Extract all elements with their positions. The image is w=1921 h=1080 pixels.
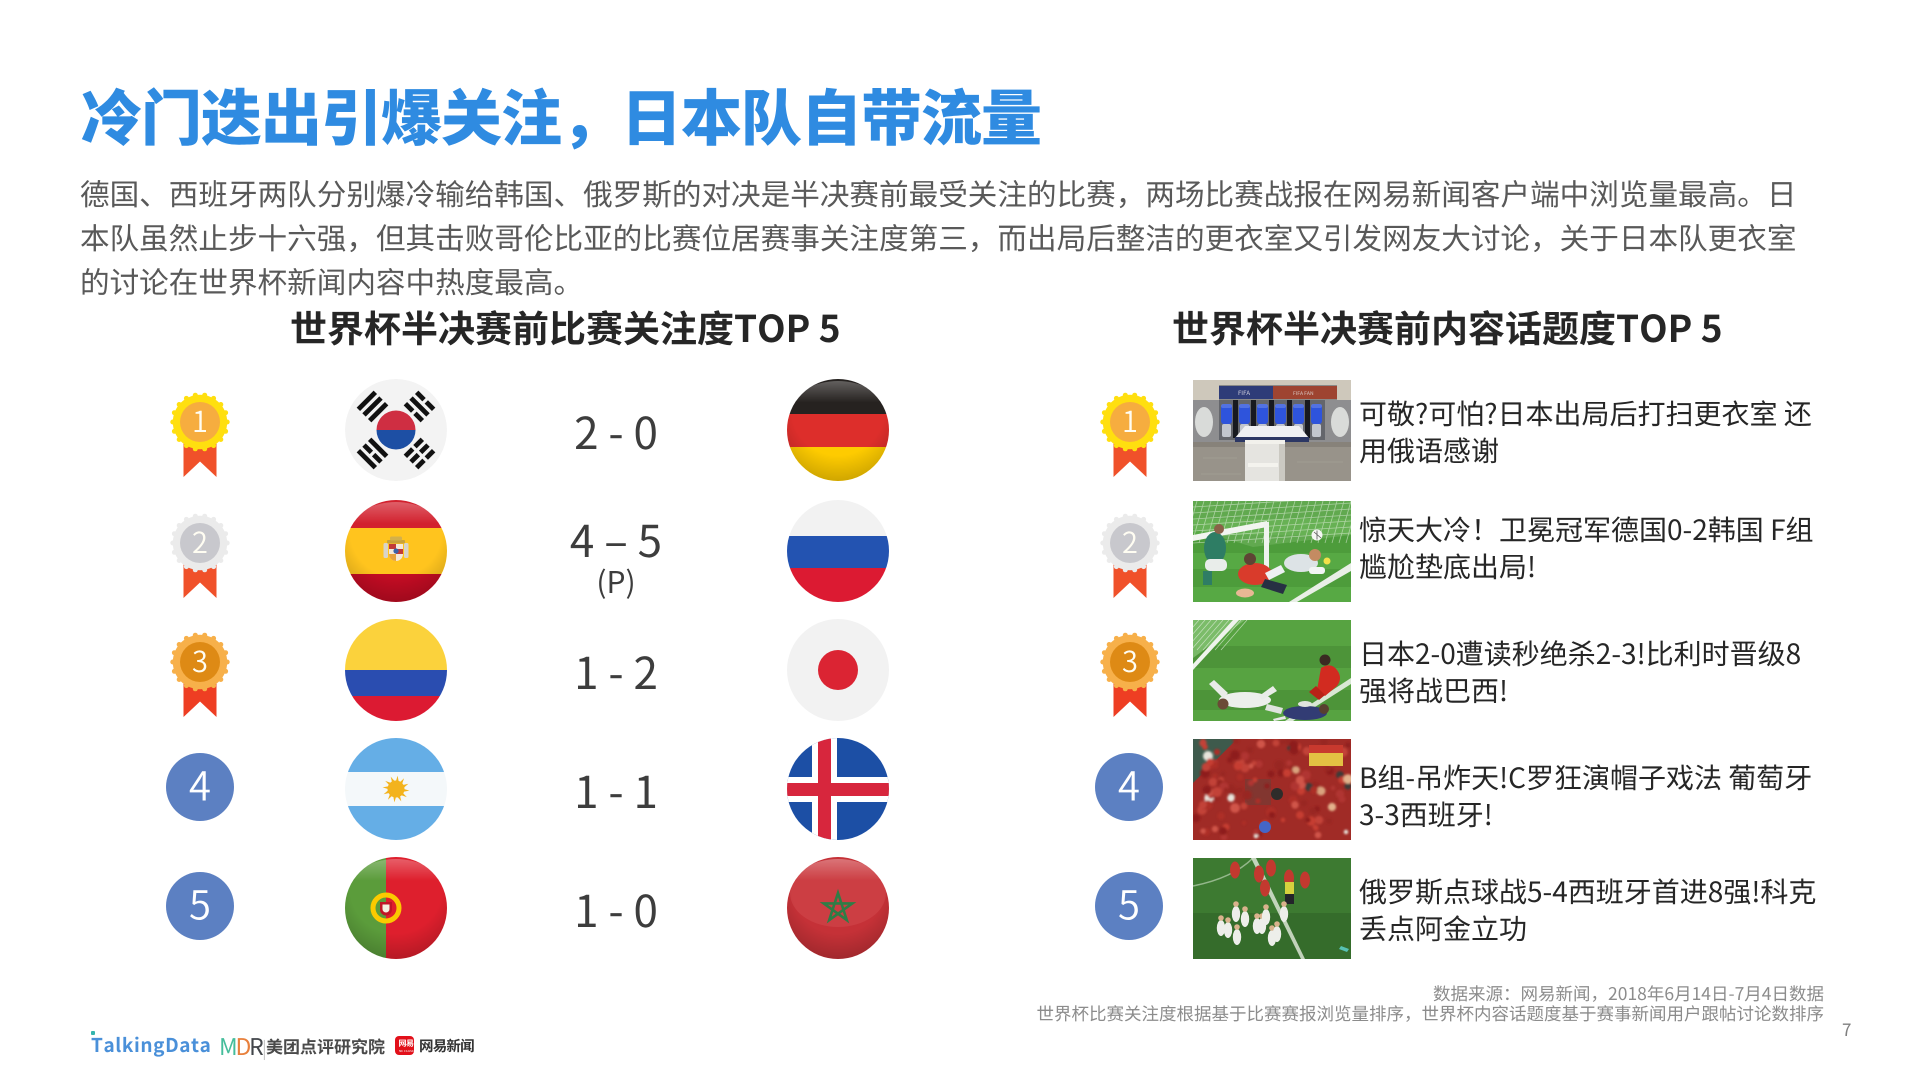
svg-text:FIFA FAN: FIFA FAN [1293, 390, 1314, 397]
svg-text:2: 2 [192, 520, 208, 562]
svg-text:1: 1 [192, 399, 208, 441]
svg-text:1: 1 [1122, 399, 1138, 441]
svg-text:3: 3 [1122, 639, 1138, 681]
svg-text:FIFA: FIFA [1238, 388, 1250, 397]
svg-text:5: 5 [1118, 874, 1140, 932]
svg-text:2: 2 [1122, 520, 1138, 562]
svg-text:5: 5 [189, 874, 211, 932]
svg-text:4: 4 [189, 755, 211, 813]
svg-text:3: 3 [192, 639, 208, 681]
svg-text:4: 4 [1118, 755, 1140, 813]
